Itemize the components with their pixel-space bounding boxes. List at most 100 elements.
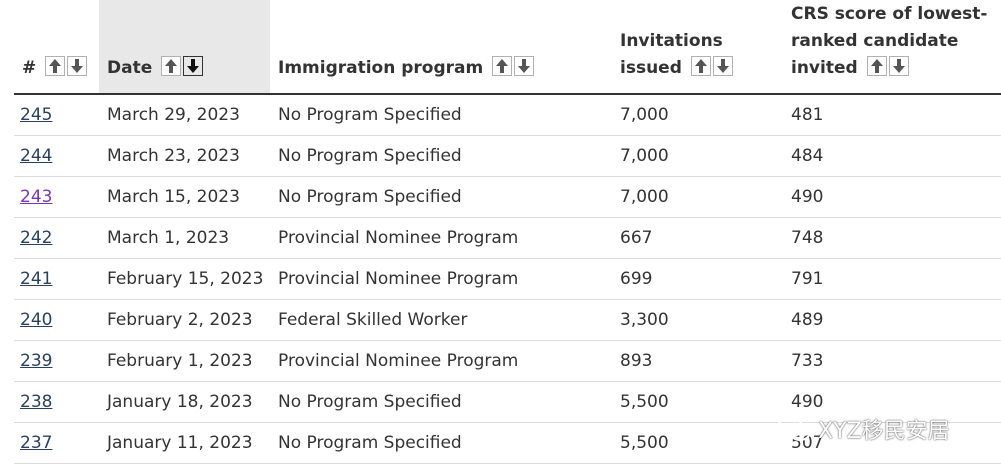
cell-date-text: January 11, 2023 — [107, 432, 253, 453]
cell-crs-score-text: 481 — [791, 104, 824, 125]
cell-crs-score-text: 490 — [791, 391, 824, 412]
cell-program-text: Provincial Nominee Program — [278, 268, 519, 289]
cell-date-text: March 1, 2023 — [107, 227, 230, 248]
cell-program: Provincial Nominee Program — [270, 340, 612, 382]
cell-date-text: February 15, 2023 — [107, 268, 264, 289]
cell-crs-score: 733 — [783, 340, 1001, 382]
header-invitations: Invitations issued — [612, 0, 783, 95]
sort-controls-date — [161, 56, 205, 85]
draw-number-link[interactable]: 237 — [20, 432, 53, 453]
sort-descending-date-button[interactable] — [183, 56, 204, 76]
cell-date: February 2, 2023 — [99, 299, 270, 341]
sort-controls-program — [492, 56, 536, 85]
draw-number-link[interactable]: 243 — [20, 186, 53, 207]
cell-invitations: 7,000 — [612, 135, 783, 177]
cell-date: January 11, 2023 — [99, 422, 270, 464]
cell-invitations: 893 — [612, 340, 783, 382]
table-header: # Date — [14, 0, 1001, 95]
cell-program: No Program Specified — [270, 135, 612, 177]
table-row: 243 March 15, 2023 No Program Specified 7,0… — [14, 176, 1001, 218]
cell-program-text: Provincial Nominee Program — [278, 350, 519, 371]
arrow-up-icon — [694, 59, 707, 73]
cell-draw-number: 244 — [14, 135, 99, 177]
cell-crs-score-text: 748 — [791, 227, 824, 248]
cell-date: March 29, 2023 — [99, 94, 270, 136]
cell-invitations: 7,000 — [612, 94, 783, 136]
cell-program: Provincial Nominee Program — [270, 217, 612, 259]
cell-date: February 15, 2023 — [99, 258, 270, 300]
sort-ascending-crs-button[interactable] — [866, 56, 887, 76]
cell-invitations: 699 — [612, 258, 783, 300]
cell-date-text: March 15, 2023 — [107, 186, 240, 207]
header-invitations-label-line1: Invitations — [620, 31, 723, 51]
cell-invitations-text: 699 — [620, 268, 653, 289]
arrow-down-icon — [187, 59, 200, 73]
cell-crs-score: 490 — [783, 381, 1001, 423]
cell-draw-number: 241 — [14, 258, 99, 300]
header-invitations-label-line2: issued — [620, 58, 682, 78]
cell-draw-number: 242 — [14, 217, 99, 259]
cell-draw-number: 238 — [14, 381, 99, 423]
table-body: 245 March 29, 2023 No Program Specified 7,0… — [14, 94, 1001, 464]
draw-number-link[interactable]: 240 — [20, 309, 53, 330]
cell-crs-score: 490 — [783, 176, 1001, 218]
table-row: 239 February 1, 2023 Provincial Nominee Pr… — [14, 340, 1001, 382]
cell-invitations: 5,500 — [612, 422, 783, 464]
cell-crs-score-text: 791 — [791, 268, 824, 289]
draw-number-link[interactable]: 245 — [20, 104, 53, 125]
cell-program-text: Provincial Nominee Program — [278, 227, 519, 248]
cell-crs-score-text: 490 — [791, 186, 824, 207]
draw-number-link[interactable]: 241 — [20, 268, 53, 289]
table-row: 242 March 1, 2023 Provincial Nominee Progr… — [14, 217, 1001, 259]
arrow-up-icon — [496, 59, 509, 73]
header-crs-label-line3: invited — [791, 58, 858, 78]
sort-controls-crs — [866, 56, 911, 85]
header-number: # — [14, 0, 99, 95]
cell-date: March 15, 2023 — [99, 176, 270, 218]
cell-crs-score-text: 507 — [791, 432, 824, 453]
cell-crs-score-text: 733 — [791, 350, 824, 371]
table-row: 238 January 18, 2023 No Program Specified 5… — [14, 381, 1001, 423]
draw-number-link[interactable]: 239 — [20, 350, 53, 371]
cell-date-text: March 23, 2023 — [107, 145, 240, 166]
cell-invitations-text: 5,500 — [620, 391, 669, 412]
cell-date-text: March 29, 2023 — [107, 104, 240, 125]
cell-crs-score-text: 484 — [791, 145, 824, 166]
cell-invitations-text: 5,500 — [620, 432, 669, 453]
draw-number-link[interactable]: 244 — [20, 145, 53, 166]
header-date: Date — [99, 0, 270, 95]
arrow-down-icon — [892, 59, 905, 73]
header-crs-label-line2: ranked candidate — [791, 31, 959, 51]
sort-ascending-program-button[interactable] — [492, 56, 513, 76]
sort-descending-number-button[interactable] — [67, 56, 88, 76]
header-crs: CRS score of lowest- ranked candidate in… — [783, 0, 1001, 95]
cell-program-text: No Program Specified — [278, 391, 462, 412]
cell-crs-score: 489 — [783, 299, 1001, 341]
cell-program-text: No Program Specified — [278, 432, 462, 453]
cell-program: No Program Specified — [270, 381, 612, 423]
cell-crs-score: 748 — [783, 217, 1001, 259]
sort-ascending-invitations-button[interactable] — [690, 56, 711, 76]
arrow-up-icon — [870, 59, 883, 73]
cell-invitations-text: 893 — [620, 350, 653, 371]
sort-descending-crs-button[interactable] — [888, 56, 909, 76]
sort-ascending-number-button[interactable] — [45, 56, 66, 76]
draw-number-link[interactable]: 242 — [20, 227, 53, 248]
cell-program: Provincial Nominee Program — [270, 258, 612, 300]
cell-draw-number: 245 — [14, 94, 99, 136]
header-program-label: Immigration program — [278, 58, 484, 78]
cell-invitations: 3,300 — [612, 299, 783, 341]
table-row: 244 March 23, 2023 No Program Specified 7,0… — [14, 135, 1001, 177]
sort-descending-invitations-button[interactable] — [712, 56, 733, 76]
cell-invitations: 7,000 — [612, 176, 783, 218]
arrow-down-icon — [71, 59, 84, 73]
cell-date: March 23, 2023 — [99, 135, 270, 177]
sort-ascending-date-button[interactable] — [161, 56, 182, 76]
cell-invitations-text: 3,300 — [620, 309, 669, 330]
draw-number-link[interactable]: 238 — [20, 391, 53, 412]
sort-controls-invitations — [690, 56, 735, 85]
table-row: 237 January 11, 2023 No Program Specified 5… — [14, 422, 1001, 464]
sort-descending-program-button[interactable] — [514, 56, 535, 76]
cell-invitations-text: 7,000 — [620, 104, 669, 125]
cell-crs-score: 481 — [783, 94, 1001, 136]
